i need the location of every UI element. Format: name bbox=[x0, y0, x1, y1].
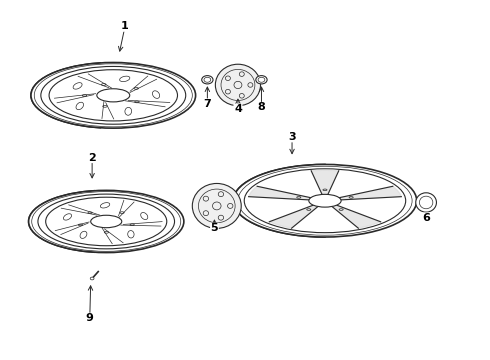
Polygon shape bbox=[269, 205, 319, 228]
Ellipse shape bbox=[91, 215, 122, 228]
Ellipse shape bbox=[90, 277, 94, 280]
Ellipse shape bbox=[233, 165, 416, 237]
Polygon shape bbox=[338, 186, 401, 200]
Polygon shape bbox=[248, 186, 312, 200]
Ellipse shape bbox=[256, 76, 267, 84]
Text: 2: 2 bbox=[88, 153, 96, 162]
Ellipse shape bbox=[202, 76, 213, 84]
Text: 7: 7 bbox=[203, 99, 211, 109]
Ellipse shape bbox=[97, 89, 130, 102]
Text: 4: 4 bbox=[234, 104, 242, 114]
Text: 8: 8 bbox=[258, 103, 266, 112]
Ellipse shape bbox=[28, 190, 184, 253]
Ellipse shape bbox=[192, 184, 241, 228]
Polygon shape bbox=[331, 205, 381, 228]
Text: 6: 6 bbox=[422, 213, 430, 223]
Text: 9: 9 bbox=[86, 313, 94, 323]
Ellipse shape bbox=[309, 194, 341, 207]
Text: 3: 3 bbox=[288, 132, 296, 142]
Ellipse shape bbox=[216, 64, 261, 106]
Ellipse shape bbox=[416, 193, 437, 212]
Text: 5: 5 bbox=[211, 224, 218, 233]
Polygon shape bbox=[311, 170, 339, 195]
Ellipse shape bbox=[31, 63, 196, 128]
Text: 1: 1 bbox=[121, 21, 129, 31]
